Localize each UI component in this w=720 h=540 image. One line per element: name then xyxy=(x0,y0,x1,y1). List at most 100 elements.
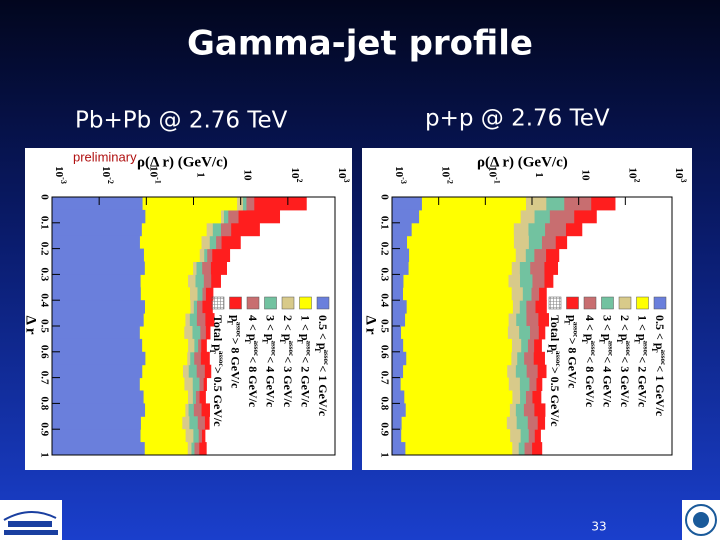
text-part: -3 xyxy=(59,177,68,184)
tick-label: 0.6 xyxy=(378,345,390,359)
text-part: assoc xyxy=(659,350,667,366)
legend-label: 4 < passocT < 8 GeV/c xyxy=(580,315,597,408)
text-part: T xyxy=(580,338,589,344)
legend-swatch xyxy=(281,296,295,310)
text-part: assoc xyxy=(554,351,562,367)
text-part: T xyxy=(563,319,572,325)
profile-bin xyxy=(392,390,513,404)
profile-bin xyxy=(392,442,406,456)
tick-label: 103 xyxy=(673,168,688,183)
text-part: 10 xyxy=(336,168,348,180)
tick-label: 0.7 xyxy=(38,371,50,385)
profile-bin xyxy=(392,197,527,211)
text-part: T xyxy=(243,338,252,344)
text-part: 10 xyxy=(440,166,452,178)
text-part: 0.5 < p xyxy=(316,315,330,350)
profile-bin xyxy=(392,274,509,288)
text-part: 10 xyxy=(673,168,685,180)
profile-bin xyxy=(392,429,402,443)
profile-bin xyxy=(52,209,146,224)
profile-bin xyxy=(392,390,405,404)
text-part: assoc xyxy=(322,350,330,366)
profile-bin xyxy=(52,351,146,366)
profile-bin xyxy=(392,248,410,262)
profile-bin xyxy=(52,377,140,391)
text-part: 10 xyxy=(147,166,159,178)
slide-title: Gamma-jet profile xyxy=(187,24,533,64)
profile-bin xyxy=(392,364,404,379)
profile-bin xyxy=(52,326,140,340)
legend-swatch xyxy=(601,296,614,310)
text-part: 4 < p xyxy=(583,315,597,341)
profile-bin xyxy=(392,287,404,301)
profile-bin xyxy=(392,287,512,301)
tick-label: 10-1 xyxy=(147,166,162,184)
legend-label: 2 < passocT < 3 GeV/c xyxy=(615,315,632,408)
text-part: -1 xyxy=(492,177,501,184)
profile-bin xyxy=(392,300,513,314)
legend-swatch xyxy=(299,296,312,310)
legend-label: 1 < passocT < 2 GeV/c xyxy=(296,315,313,408)
text-part: Total p xyxy=(211,315,225,351)
tick-label: 102 xyxy=(289,168,304,183)
profile-bin xyxy=(392,338,512,353)
profile-bin xyxy=(392,377,401,391)
profile-bin xyxy=(52,248,144,262)
text-part: < 8 GeV/c xyxy=(246,353,260,407)
profile-bin xyxy=(392,416,402,430)
text-part: 10 xyxy=(53,166,65,178)
text-part: T xyxy=(598,338,607,344)
profile-bin xyxy=(52,287,141,301)
text-part: > 8 GeV/c xyxy=(229,335,243,389)
text-part: < 2 GeV/c xyxy=(299,353,313,407)
text-part: T xyxy=(296,338,305,344)
legend-swatch xyxy=(316,296,330,310)
text-part: 10 xyxy=(486,166,498,178)
tick-label: 0.8 xyxy=(378,397,390,411)
profile-bin xyxy=(52,235,140,250)
profile-bin xyxy=(52,313,144,327)
legend-label: 3 < passocT < 4 GeV/c xyxy=(598,315,615,408)
legend-label: 0.5 < passocT < 1 GeV/c xyxy=(650,315,667,417)
text-part: < 1 GeV/c xyxy=(653,362,667,416)
profile-bin xyxy=(392,351,512,366)
text-part: 3 xyxy=(679,179,688,183)
text-part: Total p xyxy=(548,315,562,351)
tick-label: 10-3 xyxy=(53,166,68,184)
legend-swatch xyxy=(653,296,667,310)
text-part: < 2 GeV/c xyxy=(636,353,650,407)
legend-swatch xyxy=(636,296,649,310)
text-part: > 0.5 GeV/c xyxy=(211,364,225,427)
text-part: 10 xyxy=(580,170,592,182)
tick-label: 10-2 xyxy=(440,166,455,184)
text-part: < 3 GeV/c xyxy=(281,353,295,407)
text-part: 10 xyxy=(393,166,405,178)
tick-label: 0.4 xyxy=(38,293,50,307)
profile-bin xyxy=(392,274,404,288)
lab-logo xyxy=(0,500,62,540)
text-part: p xyxy=(566,315,580,322)
axis-title: Δ r xyxy=(23,316,39,335)
text-part: T xyxy=(278,338,287,344)
text-part: -1 xyxy=(153,177,162,184)
tick-label: 0.3 xyxy=(38,268,50,282)
profile-bin xyxy=(392,326,508,340)
axis-title: ρ(Δ r) (GeV/c) xyxy=(137,154,228,170)
profile-bin xyxy=(392,338,404,353)
profile-bin xyxy=(52,261,145,275)
tick-label: 0 xyxy=(378,194,390,200)
subtitle: p+p @ 2.76 TeV xyxy=(425,106,610,132)
legend-swatch xyxy=(246,296,260,310)
tick-label: 0.1 xyxy=(378,216,390,230)
profile-bin xyxy=(392,235,514,250)
profile-bin xyxy=(392,364,508,379)
legend-label: 0.5 < passocT < 1 GeV/c xyxy=(313,315,330,417)
university-logo xyxy=(682,500,720,540)
profile-bin xyxy=(52,222,142,237)
legend-label: passocT > 8 GeV/c xyxy=(226,315,243,389)
text-part: -2 xyxy=(446,177,455,184)
text-part: -2 xyxy=(106,177,115,184)
page-number: 33 xyxy=(591,520,606,534)
profile-bin xyxy=(52,364,143,379)
